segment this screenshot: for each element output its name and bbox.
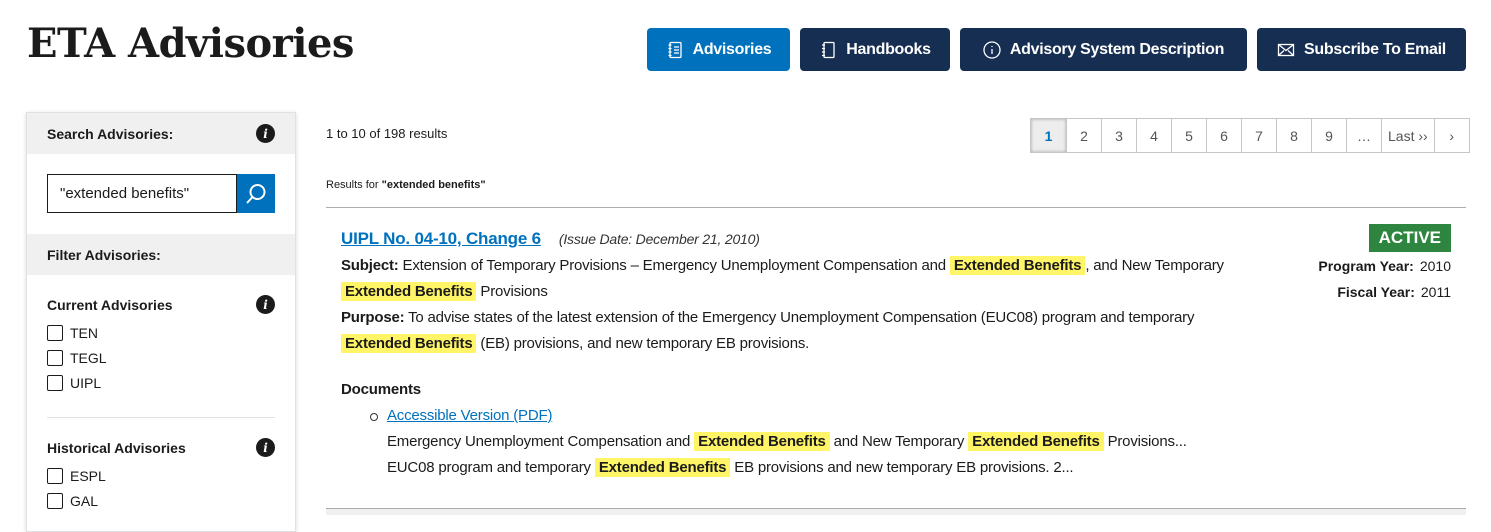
pagination: 1 2 3 4 5 6 7 8 9… Last ›› › (1030, 118, 1470, 153)
text-segment: , and New Temporary (1085, 257, 1224, 274)
result-subject: Subject: Extension of Temporary Provisio… (341, 253, 1241, 305)
info-icon[interactable]: i (256, 295, 275, 314)
text-segment: Provisions (476, 283, 548, 300)
advisory-system-description-button[interactable]: Advisory System Description (960, 28, 1247, 71)
page-link[interactable]: 5 (1171, 119, 1206, 152)
info-icon[interactable]: i (256, 438, 275, 457)
search-highlight: Extended Benefits (341, 282, 477, 301)
text-segment: EB provisions and new temporary EB provi… (730, 459, 1074, 476)
book-icon (822, 41, 835, 58)
search-button[interactable] (237, 174, 275, 213)
snippet-line: Emergency Unemployment Compensation and … (387, 429, 1241, 455)
program-year: 2010 (1419, 258, 1451, 274)
search-icon (246, 183, 266, 204)
divider (326, 207, 1466, 208)
result-meta: ACTIVE Program Year: 2010 Fiscal Year: 201… (1318, 224, 1451, 305)
checkbox-tegl[interactable]: TEGL (47, 345, 275, 370)
fiscal-year-label: Fiscal Year: (1337, 284, 1415, 300)
results-query: "extended benefits" (381, 179, 486, 191)
page-link[interactable]: 8 (1276, 119, 1311, 152)
checkbox-espl[interactable]: ESPL (47, 463, 275, 488)
checkbox-label: TEGL (70, 349, 107, 366)
result-title-link[interactable]: UIPL No. 04-10, Change 6 (341, 229, 541, 248)
search-highlight: Extended Benefits (594, 458, 731, 477)
document-link[interactable]: Accessible Version (PDF) (387, 407, 553, 424)
page-link[interactable]: 1 (1031, 119, 1066, 152)
page-title: ETA Advisories (27, 20, 354, 67)
documents-heading: Documents (341, 381, 421, 398)
checkbox-gal[interactable]: GAL (47, 488, 275, 513)
checkbox-label: TEN (70, 324, 98, 341)
current-advisories-label: Current Advisories (47, 296, 173, 313)
filter-header: Filter Advisories: (27, 234, 295, 275)
checkbox-uipl[interactable]: UIPL (47, 370, 275, 395)
text-segment: Emergency Unemployment Compensation and (387, 433, 695, 450)
checkbox-ten[interactable]: TEN (47, 320, 275, 345)
divider (47, 417, 275, 418)
results-count: 1 to 10 of 198 results (326, 126, 448, 141)
advisories-label: Advisories (692, 40, 772, 58)
filter-sidebar: Search Advisories: i Filter Advisories: … (26, 112, 296, 532)
search-highlight: Extended Benefits (694, 432, 830, 451)
page-link[interactable]: 3 (1101, 119, 1136, 152)
subscribe-to-email-label: Subscribe To Email (1304, 40, 1446, 58)
checkbox-label: ESPL (70, 467, 106, 484)
text-segment: To advise states of the latest extension… (404, 309, 1195, 326)
results-for: Results for "extended benefits" (326, 179, 486, 191)
subscribe-to-email-button[interactable]: Subscribe To Email (1257, 28, 1466, 71)
handbooks-button[interactable]: Handbooks (800, 28, 950, 71)
search-header: Search Advisories: i (27, 113, 295, 154)
current-advisories-group: Current Advisories i TEN TEGL UIPL (27, 295, 295, 395)
checkbox-label: GAL (70, 492, 99, 509)
page-link[interactable]: 9 (1311, 119, 1346, 152)
page-link[interactable]: › (1433, 119, 1469, 152)
text-segment: Extension of Temporary Provisions – Emer… (398, 257, 950, 274)
program-year-label: Program Year: (1318, 258, 1414, 274)
filter-label: Filter Advisories: (47, 246, 161, 263)
search-highlight: Extended Benefits (949, 256, 1086, 275)
fiscal-year: 2011 (1420, 284, 1451, 300)
advisory-system-description-label: Advisory System Description (1009, 40, 1225, 58)
status-badge: ACTIVE (1368, 224, 1451, 252)
advisories-button[interactable]: Advisories (647, 28, 790, 71)
search-label: Search Advisories: (47, 125, 174, 142)
page-link[interactable]: 6 (1206, 119, 1241, 152)
checkbox-label: UIPL (70, 374, 102, 391)
text-segment: Provisions... (1103, 433, 1187, 450)
text-segment: EUC08 program and temporary (387, 459, 595, 476)
search-highlight: Extended Benefits (341, 334, 477, 353)
search-form (47, 174, 275, 213)
document-item: Accessible Version (PDF) Emergency Unemp… (370, 403, 1241, 481)
subject-label: Subject: (341, 257, 399, 274)
envelope-icon (1277, 43, 1295, 56)
next-result-edge (326, 508, 1466, 515)
search-input[interactable] (47, 174, 237, 213)
text-segment: (EB) provisions, and new temporary EB pr… (476, 335, 810, 352)
result-item: UIPL No. 04-10, Change 6 (Issue Date: Dec… (341, 226, 1241, 481)
snippet-line: EUC08 program and temporary Extended Ben… (387, 455, 1241, 481)
page-link[interactable]: 7 (1241, 119, 1276, 152)
handbooks-label: Handbooks (846, 40, 931, 58)
info-icon[interactable]: i (256, 124, 275, 143)
page-link[interactable]: 2 (1066, 119, 1101, 152)
text-segment: and New Temporary (829, 433, 969, 450)
page-link[interactable]: 4 (1136, 119, 1171, 152)
result-purpose: Purpose: To advise states of the latest … (341, 305, 1241, 357)
historical-advisories-label: Historical Advisories (47, 439, 186, 456)
notebook-icon (668, 41, 682, 58)
results-for-prefix: Results for (326, 179, 382, 191)
purpose-label: Purpose: (341, 309, 405, 326)
issue-date: (Issue Date: December 21, 2010) (558, 231, 760, 247)
page-link[interactable]: Last ›› (1381, 119, 1434, 152)
pagination-ellipsis: … (1346, 119, 1381, 152)
historical-advisories-group: Historical Advisories i ESPL GAL (27, 438, 295, 513)
info-icon (983, 40, 1001, 59)
search-highlight: Extended Benefits (968, 432, 1104, 451)
